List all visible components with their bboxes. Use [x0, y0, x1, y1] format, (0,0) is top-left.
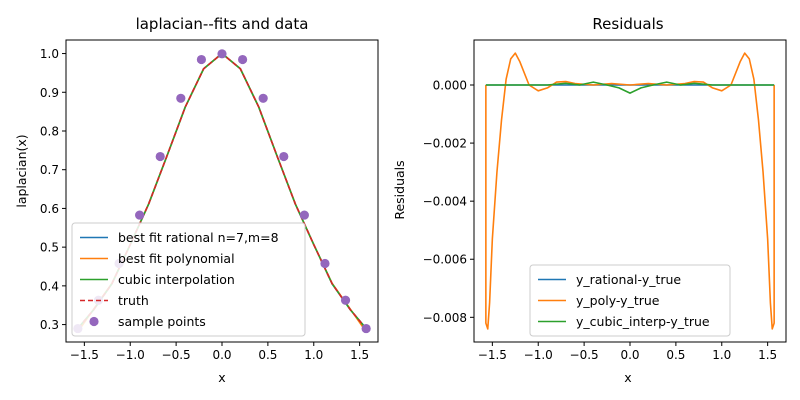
fits-xtick-label: 1.0: [304, 348, 323, 362]
residuals-legend-label: y_rational-y_true: [576, 272, 681, 287]
fits-xtick-label: −1.5: [70, 348, 99, 362]
residuals-xtick-label: −1.5: [478, 348, 507, 362]
fits-ytick-label: 0.3: [40, 318, 59, 332]
fits-ticks: −1.5 −1.0 −0.5 0.0 0.5 1.0 1.5 0.3 0.4 0.5 0.6 0.7 0…: [40, 47, 369, 362]
residuals-xtick-label: −1.0: [524, 348, 553, 362]
fits-sample-point: [196, 54, 207, 65]
fits-legend-label: best fit rational n=7,m=8: [118, 230, 279, 245]
residuals-ytick-label: −0.002: [423, 137, 467, 151]
fits-ytick-label: 0.6: [40, 202, 59, 216]
fits-ytick-label: 0.8: [40, 124, 59, 138]
residuals-legend-label: y_poly-y_true: [576, 293, 660, 308]
fits-legend-label: sample points: [118, 314, 206, 329]
fits-legend-label: best fit polynomial: [118, 251, 235, 266]
fits-sample-point: [299, 210, 309, 220]
residuals-xlabel: x: [624, 370, 631, 385]
fits-sample-point: [237, 54, 248, 65]
residuals-legend: y_rational-y_true y_poly-y_true y_cubic_in…: [529, 264, 731, 337]
fits-sample-point: [320, 258, 330, 269]
residuals-ylabel: Residuals: [392, 160, 407, 219]
fits-ytick-label: 0.7: [40, 163, 59, 177]
fits-legend-label: truth: [118, 293, 149, 308]
residuals-legend-label: y_cubic_interp-y_true: [576, 314, 710, 329]
fits-xtick-label: −0.5: [162, 348, 191, 362]
fits-xtick-label: 0.5: [258, 348, 277, 362]
fits-legend: best fit rational n=7,m=8 best fit polyno…: [71, 222, 306, 337]
fits-sample-point: [217, 49, 227, 59]
residuals-ytick-label: −0.008: [423, 311, 467, 325]
fits-ytick-label: 0.9: [40, 86, 59, 100]
fits-sample-point: [361, 323, 371, 334]
residuals-ytick-label: 0.000: [433, 79, 467, 93]
fits-legend-swatch: [89, 316, 99, 327]
fits-ytick-label: 0.5: [40, 241, 59, 255]
fits-ylabel: laplacian(x): [14, 134, 29, 207]
residuals-xtick-label: 1.5: [758, 348, 777, 362]
residuals-ytick-label: −0.004: [423, 195, 467, 209]
residuals-xtick-label: 0.0: [620, 348, 639, 362]
fits-sample-point: [135, 210, 145, 220]
fits-legend-label: cubic interpolation: [118, 272, 235, 287]
fits-ytick-label: 0.4: [40, 279, 59, 293]
fits-title: laplacian--fits and data: [136, 15, 309, 33]
residuals-xtick-label: 1.0: [712, 348, 731, 362]
fits-sample-point: [176, 93, 186, 103]
fits-sample-point: [258, 93, 268, 103]
residuals-ytick-label: −0.006: [423, 253, 467, 267]
residuals-xtick-label: 0.5: [666, 348, 685, 362]
fits-ytick-label: 1.0: [40, 47, 59, 61]
residuals-plot-area: [485, 52, 775, 330]
fits-sample-point: [340, 295, 351, 305]
residuals-legend-box: [529, 264, 731, 337]
fits-xtick-label: 0.0: [212, 348, 231, 362]
fits-legend-box: [71, 222, 306, 337]
fits-sample-point: [155, 151, 165, 162]
residuals-series-line-2: [485, 81, 775, 94]
residuals-axes-frame: [473, 39, 787, 343]
residuals-panel: Residuals x Residuals −1.5 −1.0 −0.5 0.0 0.5…: [392, 15, 787, 385]
fits-xtick-label: −1.0: [116, 348, 145, 362]
residuals-xtick-label: −0.5: [570, 348, 599, 362]
residuals-series-line-1: [485, 52, 775, 330]
fits-panel: laplacian--fits and data x laplacian(x) …: [14, 15, 379, 385]
residuals-ticks: −1.5 −1.0 −0.5 0.0 0.5 1.0 1.5 −0.008 −0.006 −0.0…: [423, 79, 778, 362]
fits-sample-point: [279, 151, 289, 162]
fits-xlabel: x: [218, 370, 225, 385]
fits-axes-frame: [65, 39, 379, 343]
fits-xtick-label: 1.5: [350, 348, 369, 362]
residuals-title: Residuals: [592, 15, 663, 33]
